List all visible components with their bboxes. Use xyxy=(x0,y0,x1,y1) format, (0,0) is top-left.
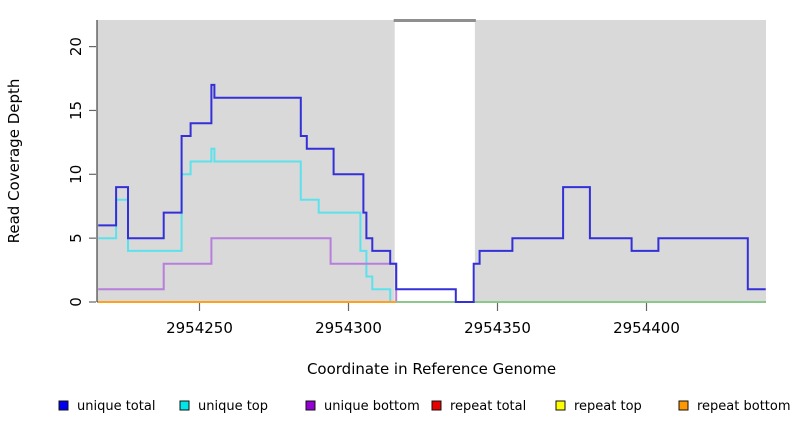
y-tick-label: 5 xyxy=(67,233,85,243)
legend-label-repeat-total: repeat total xyxy=(450,399,526,414)
x-tick-label: 2954350 xyxy=(464,319,531,337)
legend-label-unique-bottom: unique bottom xyxy=(324,399,420,414)
legend-label-unique-top: unique top xyxy=(198,399,268,414)
legend-label-repeat-top: repeat top xyxy=(574,399,642,414)
gap-band-top-bar xyxy=(393,19,476,22)
gap-band xyxy=(394,20,475,302)
legend-label-unique-total: unique total xyxy=(77,399,155,414)
legend-swatch-repeat-total xyxy=(431,400,442,411)
x-tick-label: 2954250 xyxy=(166,319,233,337)
legend-label-repeat-bottom: repeat bottom xyxy=(697,399,791,414)
y-axis-title: Read Coverage Depth xyxy=(5,78,23,244)
y-tick-label: 20 xyxy=(67,37,85,56)
x-axis-title: Coordinate in Reference Genome xyxy=(306,360,557,378)
y-tick-label: 15 xyxy=(67,101,85,120)
legend-swatch-unique-bottom xyxy=(305,400,316,411)
legend-swatch-repeat-top xyxy=(555,400,566,411)
x-tick-label: 2954300 xyxy=(315,319,382,337)
y-tick-label: 10 xyxy=(67,165,85,184)
series-unique-top-line xyxy=(98,147,766,303)
legend-swatch-unique-total xyxy=(58,400,69,411)
legend-swatch-repeat-bottom xyxy=(678,400,689,411)
series-unique-total-line xyxy=(98,83,766,303)
x-tick-label: 2954400 xyxy=(613,319,680,337)
y-tick-label: 0 xyxy=(67,297,85,307)
legend-swatch-unique-top xyxy=(179,400,190,411)
